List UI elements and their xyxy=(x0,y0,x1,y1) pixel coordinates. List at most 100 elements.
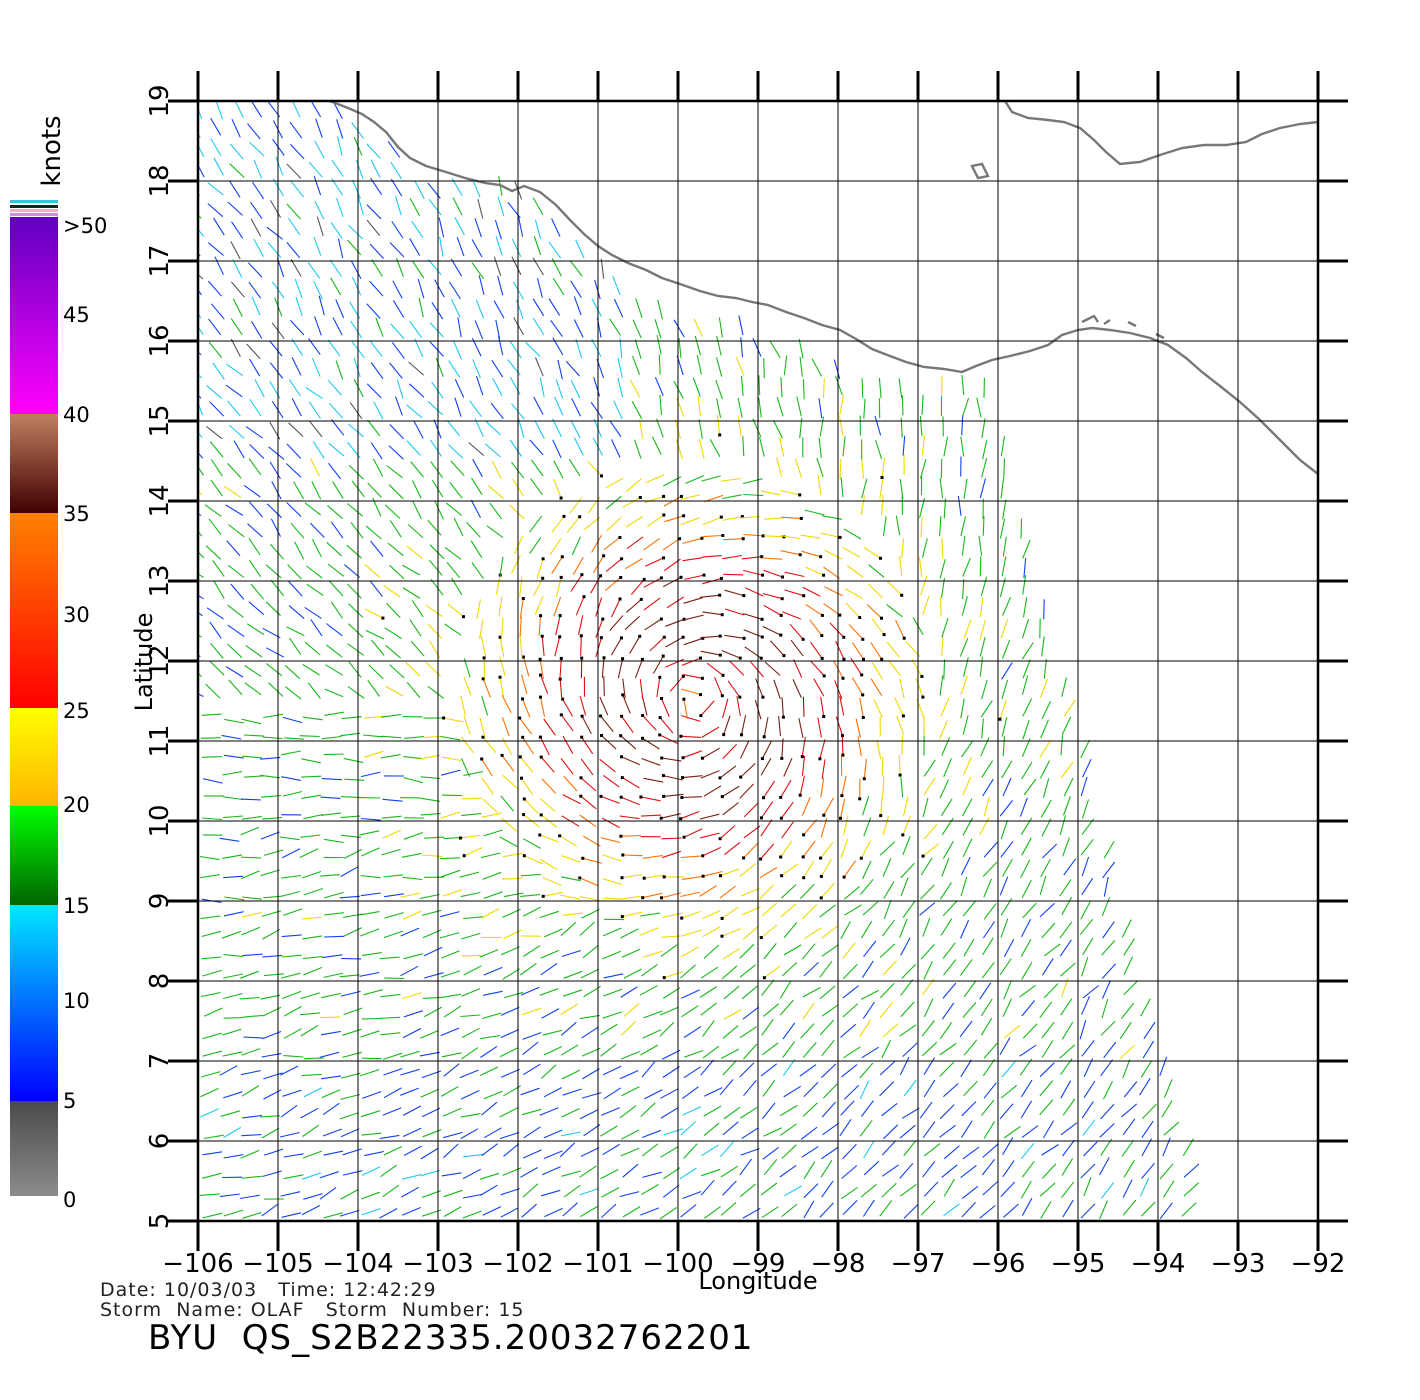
wind-vector xyxy=(446,561,461,579)
wind-vector xyxy=(1021,618,1030,639)
wind-vector xyxy=(230,338,241,358)
wind-vector xyxy=(299,735,320,738)
wind-vector xyxy=(640,1184,659,1196)
wind-vector xyxy=(460,1090,480,1100)
wind-vector xyxy=(281,750,301,756)
wind-vector xyxy=(232,259,243,278)
wind-vector xyxy=(840,477,844,498)
wind-vector xyxy=(269,340,283,357)
wind-vector xyxy=(249,444,265,459)
wind-vector xyxy=(301,1073,322,1077)
rain-flag xyxy=(718,837,722,841)
wind-vector xyxy=(519,637,523,658)
wind-vector xyxy=(1159,1056,1168,1076)
wind-vector xyxy=(859,1019,872,1037)
wind-vector xyxy=(425,604,443,617)
wind-vector xyxy=(720,1048,740,1059)
wind-vector xyxy=(300,1012,321,1016)
rain-flag xyxy=(822,715,826,718)
wind-vector xyxy=(781,863,799,877)
wind-vector xyxy=(283,908,303,916)
wind-vector xyxy=(805,603,823,616)
rain-flag xyxy=(901,714,905,718)
wind-vector xyxy=(357,195,364,216)
wind-vector xyxy=(600,1203,617,1219)
wind-vector xyxy=(659,1207,678,1220)
wind-vector xyxy=(1101,940,1116,956)
legend-band-0-5 xyxy=(10,1101,58,1196)
wind-vector xyxy=(901,395,904,416)
wind-vector xyxy=(241,1085,260,1097)
wind-vector xyxy=(1183,1182,1200,1197)
wind-vector xyxy=(534,595,544,615)
wind-vector xyxy=(559,679,563,700)
lon-tick-label: −104 xyxy=(322,1249,393,1279)
wind-vector xyxy=(1003,938,1015,957)
wind-vector xyxy=(229,143,244,160)
wind-vector xyxy=(603,1087,621,1100)
wind-vector xyxy=(739,943,755,959)
wind-vector xyxy=(515,299,524,319)
wind-vector xyxy=(654,377,664,396)
wind-vector xyxy=(781,961,798,977)
wind-vector xyxy=(603,988,623,997)
wind-vector xyxy=(230,281,245,298)
rain-flag xyxy=(779,855,783,859)
wind-vector xyxy=(250,201,263,219)
wind-vector xyxy=(314,200,325,220)
wind-vector xyxy=(302,716,323,721)
wind-vector xyxy=(290,259,302,277)
rain-flag xyxy=(480,757,484,761)
rain-flag xyxy=(722,733,726,737)
wind-vector xyxy=(1003,1024,1021,1039)
wind-vector xyxy=(763,1003,780,1017)
wind-vector xyxy=(382,1184,400,1198)
wind-vector xyxy=(372,458,384,477)
rain-flag xyxy=(802,876,806,880)
wind-vector xyxy=(323,1212,344,1219)
wind-vector xyxy=(519,616,522,637)
wind-vector xyxy=(763,604,782,616)
wind-vector xyxy=(261,1127,280,1139)
wind-vector xyxy=(683,1143,698,1159)
wind-vector xyxy=(318,295,325,316)
rain-flag xyxy=(662,556,665,560)
wind-vector xyxy=(1039,875,1047,896)
wind-vector xyxy=(462,1210,482,1219)
wind-vector xyxy=(682,537,703,544)
wind-vector xyxy=(693,318,703,337)
wind-vector xyxy=(599,758,616,773)
wind-vector xyxy=(600,1043,617,1057)
wind-vector xyxy=(789,623,804,640)
wind-vector xyxy=(200,1071,221,1078)
wind-vector xyxy=(282,1089,302,1097)
rain-flag xyxy=(582,595,586,599)
wind-vector xyxy=(1001,760,1013,779)
wind-vector xyxy=(683,637,703,646)
wind-vector xyxy=(503,892,524,898)
wind-vector xyxy=(476,599,481,620)
legend-cap-2 xyxy=(10,205,58,208)
wind-vector xyxy=(304,1057,325,1060)
wind-vector xyxy=(887,659,902,677)
rain-flag xyxy=(600,734,603,737)
wind-vector xyxy=(212,362,225,380)
wind-vector xyxy=(541,1008,560,1019)
wind-vector xyxy=(304,641,321,656)
wind-vector xyxy=(475,299,485,319)
wind-vector xyxy=(286,203,301,220)
wind-vector xyxy=(491,359,504,378)
wind-vector xyxy=(680,494,700,500)
wind-vector xyxy=(348,224,364,240)
wind-vector xyxy=(1041,1021,1055,1039)
wind-vector xyxy=(921,1041,938,1057)
wind-vector xyxy=(448,444,464,459)
wind-vector xyxy=(700,1179,715,1196)
wind-vector xyxy=(509,439,523,457)
wind-vector xyxy=(361,952,382,956)
rain-flag xyxy=(682,835,686,839)
wind-vector xyxy=(682,557,703,562)
wind-vector xyxy=(803,961,819,977)
wind-vector xyxy=(685,475,705,485)
wind-vector xyxy=(578,615,584,635)
